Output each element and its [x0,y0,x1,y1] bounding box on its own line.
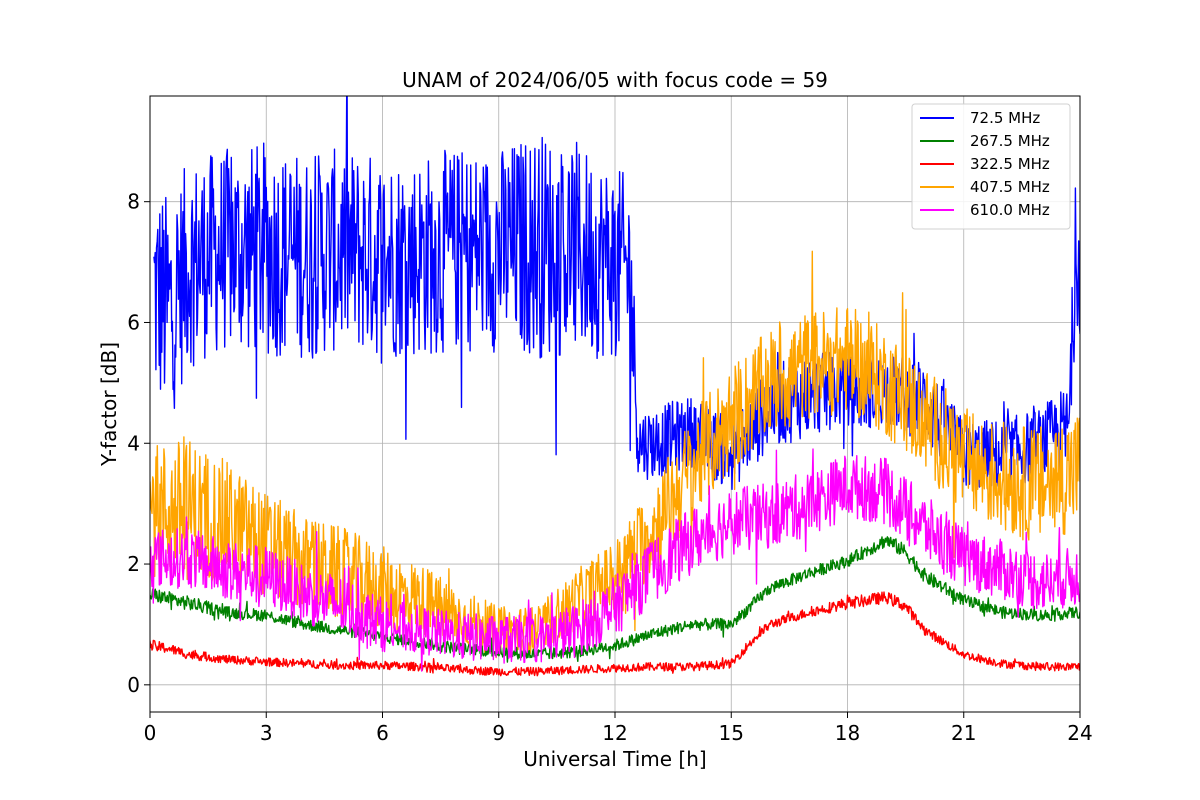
series-line [150,591,1080,677]
x-axis-label: Universal Time [h] [523,747,706,771]
x-tick-label: 12 [602,721,627,745]
x-tick-label: 21 [951,721,976,745]
x-tick-label: 24 [1067,721,1092,745]
series-layer [150,96,1080,677]
legend-label: 322.5 MHz [970,155,1050,173]
x-tick-label: 6 [376,721,389,745]
x-tick-label: 3 [260,721,273,745]
y-tick-label: 2 [127,552,140,576]
chart-title: UNAM of 2024/06/05 with focus code = 59 [402,68,828,92]
x-tick-label: 9 [492,721,505,745]
legend-label: 407.5 MHz [970,178,1050,196]
series-line [150,250,1080,659]
series-line [150,536,1080,663]
y-tick-label: 4 [127,431,140,455]
x-tick-label: 18 [835,721,860,745]
legend-label: 267.5 MHz [970,132,1050,150]
series-line [150,448,1080,672]
legend-box [911,103,1071,230]
legend-label: 610.0 MHz [970,201,1050,219]
x-tick-label: 0 [144,721,157,745]
y-axis-label: Y-factor [dB] [97,342,121,467]
y-tick-label: 8 [127,190,140,214]
y-tick-label: 0 [127,673,140,697]
legend-label: 72.5 MHz [970,109,1040,127]
legend: 72.5 MHz 267.5 MHz 322.5 MHz 407.5 MHz 610.0… [911,103,1071,230]
x-tick-label: 15 [719,721,744,745]
y-tick-label: 6 [127,310,140,334]
